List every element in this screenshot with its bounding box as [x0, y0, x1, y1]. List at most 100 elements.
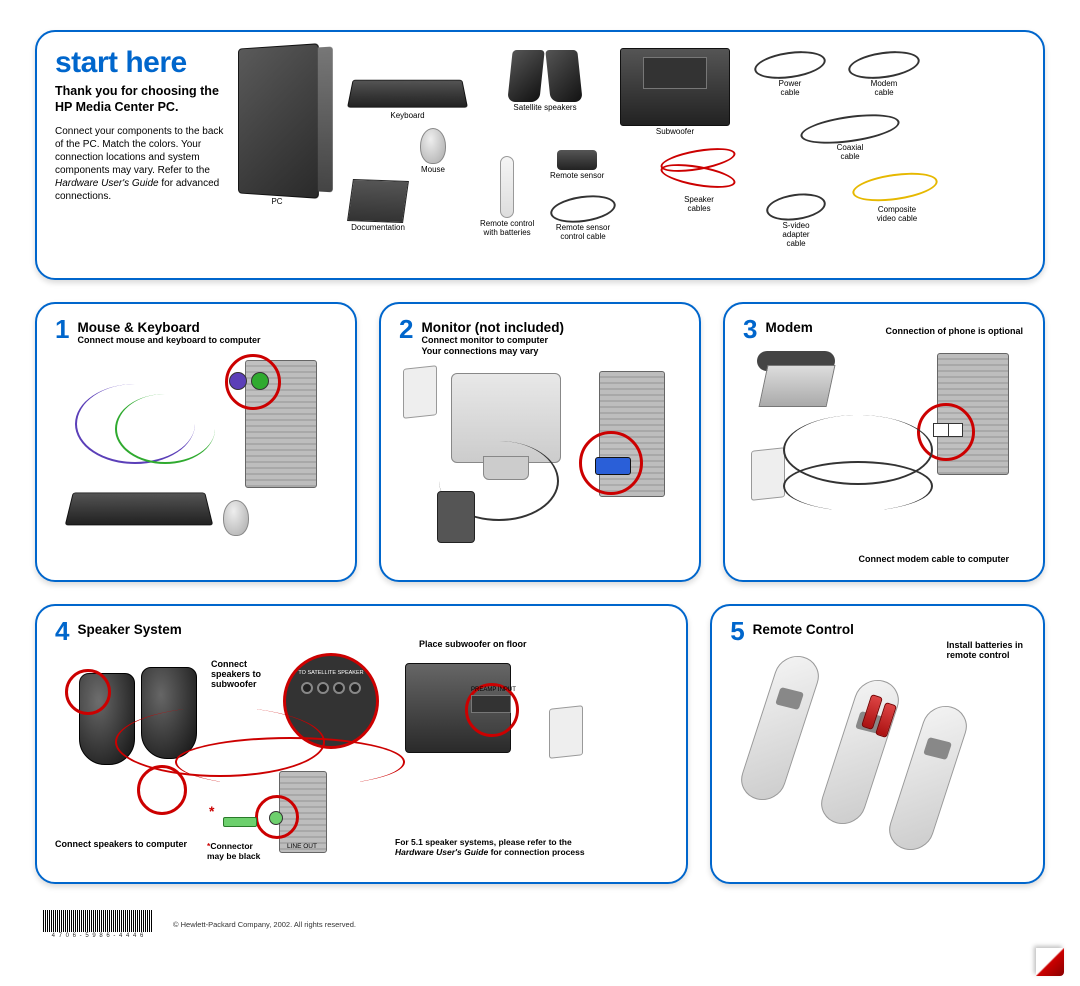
- mouse-icon: [223, 500, 249, 536]
- svideo-label: S-video adapter cable: [766, 222, 826, 248]
- step-4-title: Speaker System: [77, 622, 181, 637]
- barcode-icon: [43, 910, 153, 932]
- note-place-floor: Place subwoofer on floor: [419, 639, 527, 649]
- component-remote: Remote control with batteries: [480, 156, 534, 238]
- sat-speakers-label: Satellite speakers: [510, 104, 580, 113]
- page-curl-icon: [1036, 948, 1064, 976]
- component-coax-cable: Coaxial cable: [800, 116, 900, 162]
- step-4-number: 4: [55, 620, 69, 643]
- step-3-panel: 3 Modem Connection of phone is optional …: [723, 302, 1045, 582]
- step-5-diagram: [730, 647, 1025, 859]
- satellite-speaker-icon: [507, 50, 544, 102]
- step-4-diagram: TO SATELLITE SPEAKER PREAMP INPUT: [55, 647, 668, 859]
- intro-text-column: start here Thank you for choosing the HP…: [55, 46, 230, 268]
- step-3-diagram: [743, 345, 1025, 557]
- preamp-label: PREAMP INPUT: [471, 687, 516, 693]
- barcode-number: 4 7 0 6 - 5 9 8 6 - 4 4 4 6: [43, 933, 153, 939]
- to-satellite-label: TO SATELLITE SPEAKER: [298, 670, 363, 676]
- intro-body: Connect your components to the back of t…: [55, 125, 230, 203]
- component-mouse: Mouse: [420, 128, 446, 175]
- keyboard-icon: [347, 80, 468, 108]
- telephone-icon: [753, 351, 841, 409]
- remote-sensor-label: Remote sensor: [550, 172, 604, 181]
- ps2-mouse-port-icon: [251, 372, 269, 390]
- step-2-header: 2 Monitor (not included) Connect monitor…: [399, 318, 681, 357]
- step-5-number: 5: [730, 620, 744, 643]
- remote-sensor-icon: [557, 150, 597, 170]
- subwoofer-icon: [620, 48, 730, 126]
- step-2-title: Monitor (not included): [421, 320, 563, 335]
- wall-outlet-icon: [403, 365, 437, 419]
- keyboard-label: Keyboard: [350, 112, 465, 121]
- component-remote-sensor: Remote sensor: [550, 150, 604, 181]
- step-3-title: Modem: [765, 320, 812, 335]
- speaker-cables-label: Speaker cables: [660, 196, 738, 214]
- wall-jack-icon: [751, 448, 785, 502]
- preamp-input-icon: [471, 695, 511, 713]
- mouse-icon: [420, 128, 446, 164]
- step-1-panel: 1 Mouse & Keyboard Connect mouse and key…: [35, 302, 357, 582]
- step-2-diagram: [399, 361, 681, 573]
- lineout-label: LINE OUT: [287, 843, 317, 850]
- composite-cable-icon: [851, 168, 940, 206]
- pc-label: PC: [236, 198, 318, 207]
- step-1-title: Mouse & Keyboard: [77, 320, 260, 335]
- step-2-panel: 2 Monitor (not included) Connect monitor…: [379, 302, 701, 582]
- step-3-note-bottom: Connect modem cable to computer: [858, 554, 1009, 564]
- component-modem-cable: Modem cable: [848, 52, 920, 98]
- note-connect-computer: Connect speakers to computer: [55, 839, 187, 849]
- copyright-text: © Hewlett-Packard Company, 2002. All rig…: [173, 920, 356, 929]
- step-5-title: Remote Control: [753, 622, 854, 637]
- intro-subtitle: Thank you for choosing the HP Media Cent…: [55, 84, 230, 115]
- step-3-number: 3: [743, 318, 757, 341]
- sensor-cable-icon: [549, 192, 618, 227]
- component-sat-speakers: Satellite speakers: [510, 50, 580, 113]
- modem-cable-label: Modem cable: [848, 80, 920, 98]
- step-1-subtitle: Connect mouse and keyboard to computer: [77, 335, 260, 346]
- vga-connector-icon: [595, 457, 631, 475]
- component-documentation: Documentation: [350, 180, 406, 233]
- asterisk-icon: *: [209, 803, 214, 819]
- coax-cable-label: Coaxial cable: [800, 144, 900, 162]
- step-3-note-top: Connection of phone is optional: [886, 326, 1024, 336]
- intro-body-em: Hardware User's Guide: [55, 178, 159, 189]
- sensor-cable-label: Remote sensor control cable: [550, 224, 616, 242]
- component-keyboard: Keyboard: [350, 76, 465, 121]
- step-1-header: 1 Mouse & Keyboard Connect mouse and key…: [55, 318, 337, 346]
- modem-cable-icon: [783, 461, 933, 511]
- modem-cable-icon: [847, 47, 922, 83]
- component-svideo: S-video adapter cable: [766, 194, 826, 248]
- note-connect-subwoofer: Connect speakers to subwoofer: [211, 659, 261, 689]
- step-1-number: 1: [55, 318, 69, 341]
- component-remote-sensor-cable: Remote sensor control cable: [550, 196, 616, 242]
- steps-row-2: 4 Speaker System TO SATELLITE SPEAKER: [35, 604, 1045, 884]
- intro-body-1: Connect your components to the back of t…: [55, 126, 223, 176]
- start-here-title: start here: [55, 46, 230, 80]
- remote-label: Remote control with batteries: [480, 220, 534, 238]
- documentation-icon: [347, 179, 409, 223]
- pc-tower-icon: [238, 43, 319, 199]
- speaker-cables-icon: [660, 150, 738, 194]
- remote-back-icon: [736, 652, 825, 805]
- remote-closed-icon: [884, 702, 973, 855]
- power-adapter-icon: [437, 491, 475, 543]
- page-footer: 4 7 0 6 - 5 9 8 6 - 4 4 4 6 © Hewlett-Pa…: [35, 906, 1045, 939]
- note-51-systems: For 5.1 speaker systems, please refer to…: [395, 837, 585, 857]
- mouse-label: Mouse: [420, 166, 446, 175]
- step-2-sub1: Connect monitor to computer: [421, 335, 563, 346]
- step-4-header: 4 Speaker System: [55, 620, 668, 643]
- documentation-label: Documentation: [350, 224, 406, 233]
- satellite-speaker-icon: [545, 50, 582, 102]
- remote-back-open-icon: [816, 676, 905, 829]
- intro-panel: start here Thank you for choosing the HP…: [35, 30, 1045, 280]
- step-2-number: 2: [399, 318, 413, 341]
- remote-icon: [500, 156, 514, 218]
- subwoofer-label: Subwoofer: [620, 128, 730, 137]
- keyboard-icon: [65, 492, 214, 525]
- components-area: PC Keyboard Mouse Documentation Remote c…: [230, 46, 1025, 268]
- ps2-keyboard-port-icon: [229, 372, 247, 390]
- step-5-panel: 5 Remote Control Install batteries in re…: [710, 604, 1045, 884]
- component-power-cable: Power cable: [754, 52, 826, 98]
- component-speaker-cables: Speaker cables: [660, 150, 738, 214]
- composite-cable-label: Composite video cable: [852, 206, 942, 224]
